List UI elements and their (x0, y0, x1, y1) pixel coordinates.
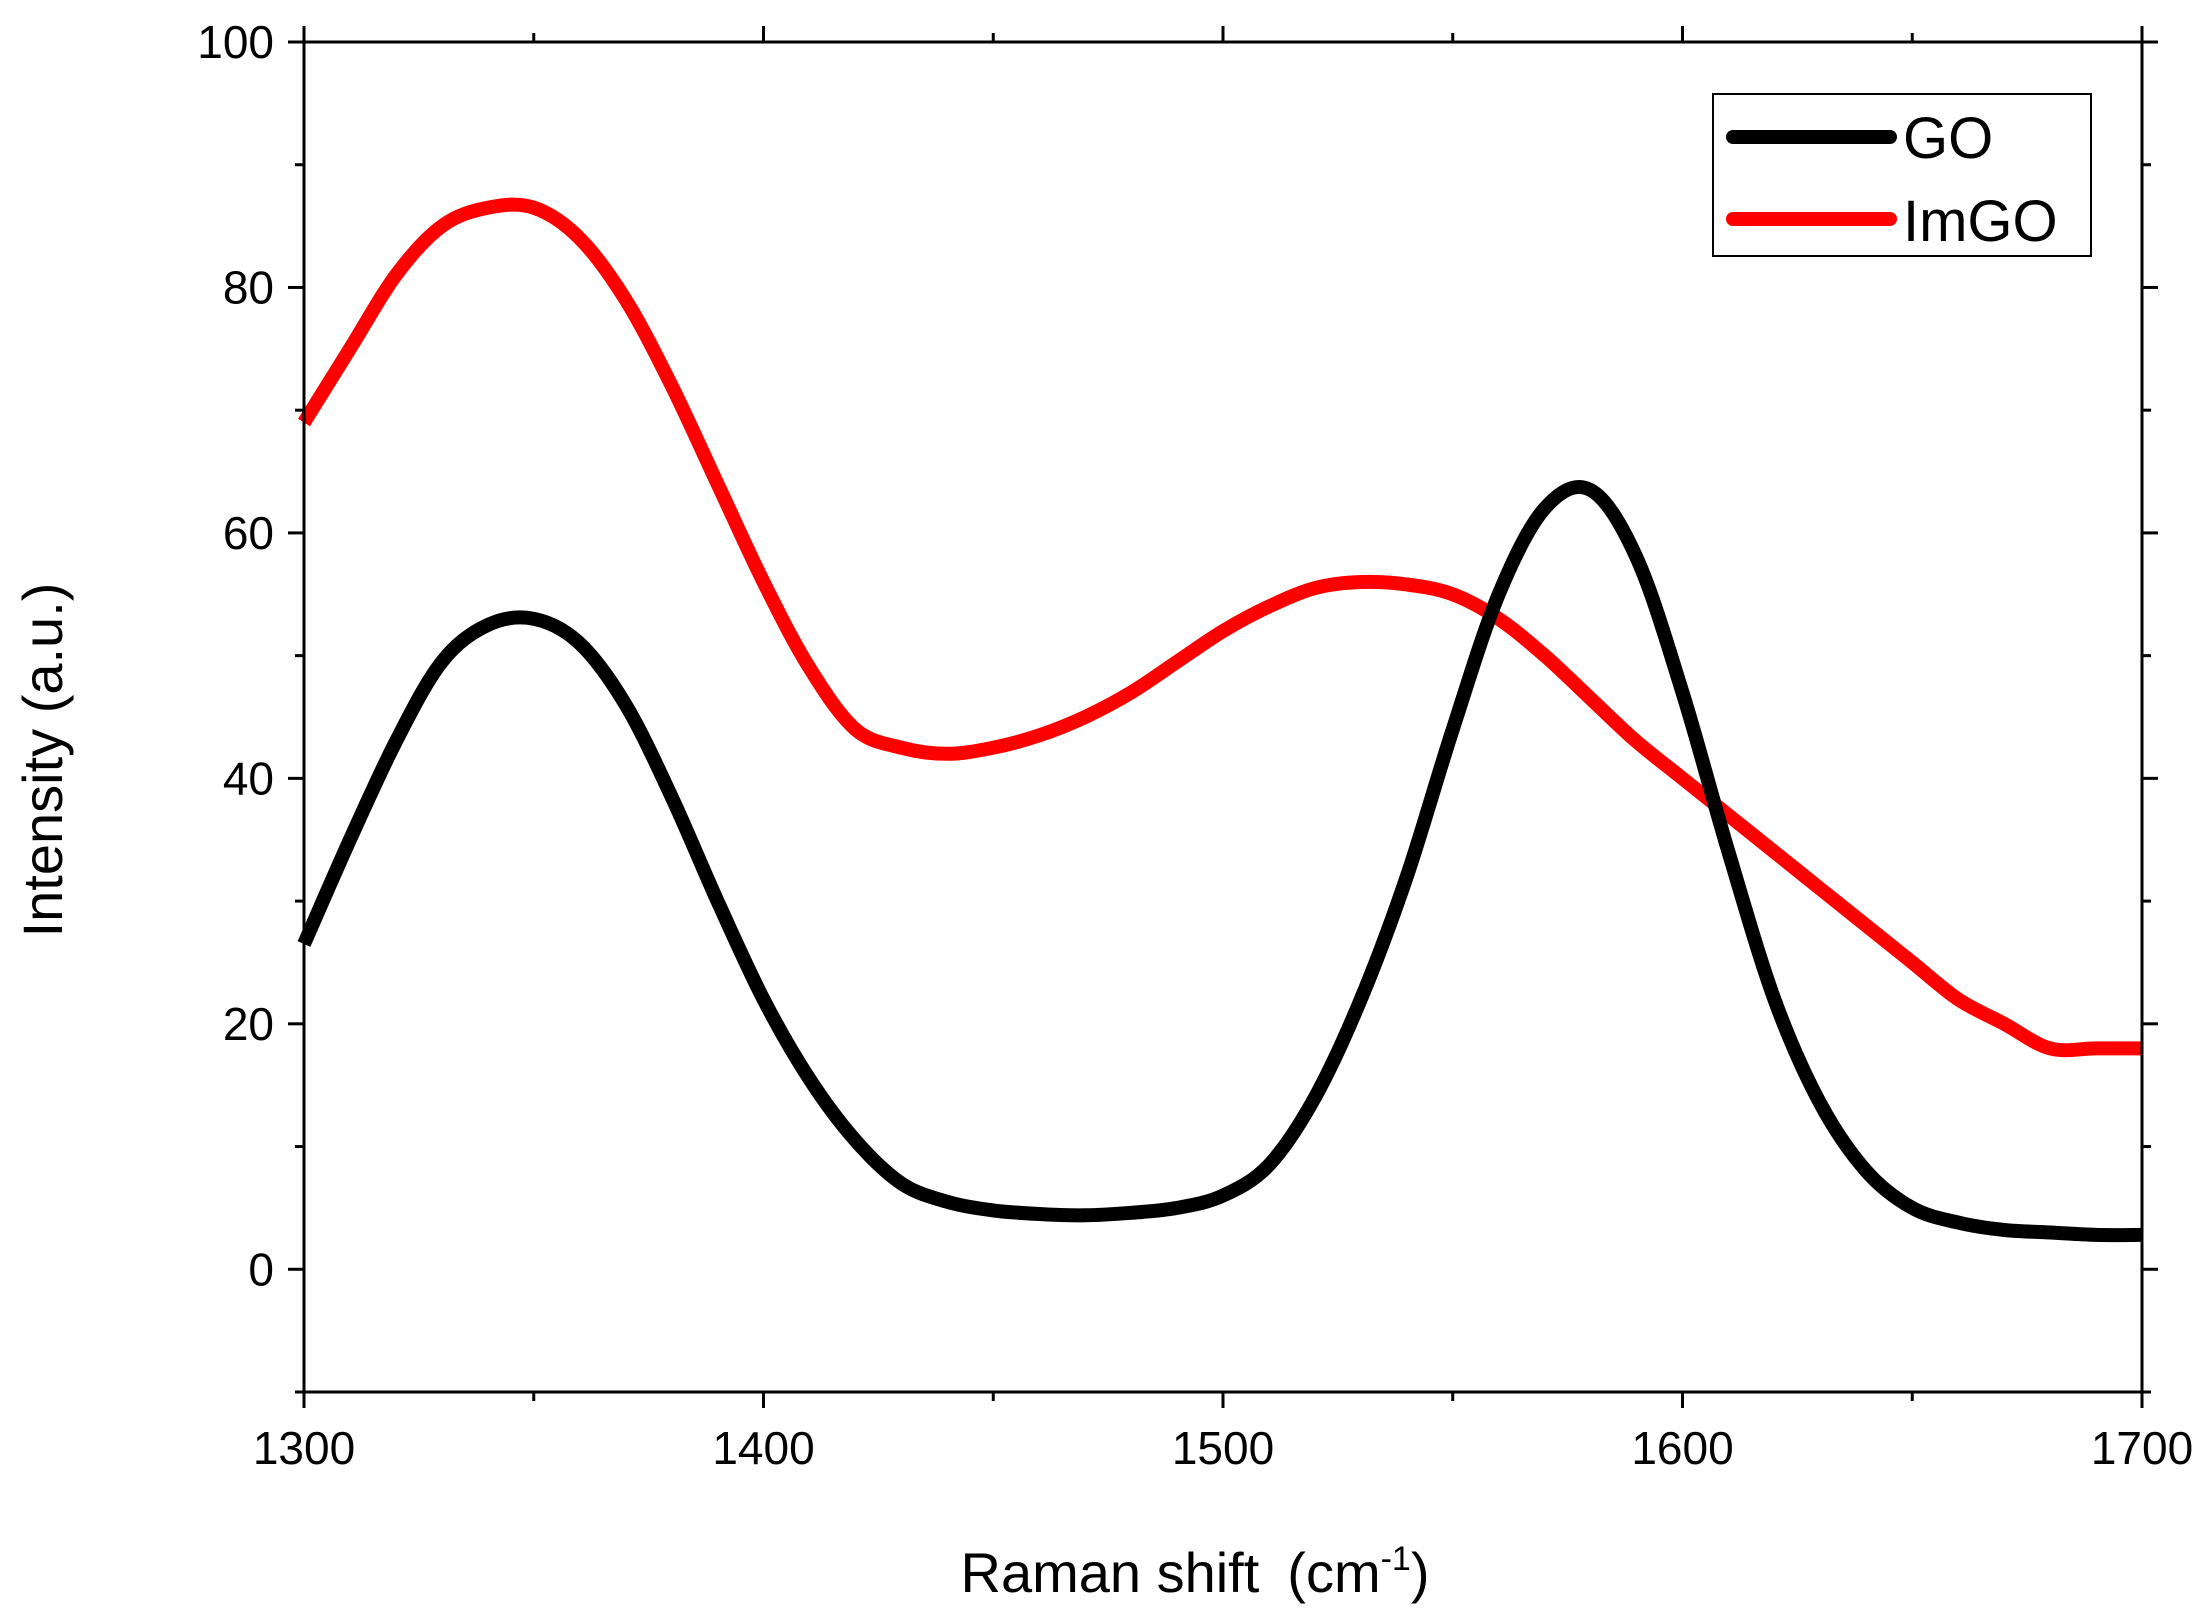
y-tick-label: 60 (223, 507, 274, 559)
legend-label-imgo: ImGO (1903, 189, 2058, 254)
y-tick-label: 0 (248, 1243, 274, 1295)
ticks-layer: 1300 1400 1500 1600 1700 0 20 40 60 80 100 (197, 16, 2193, 1474)
y-axis-title: Intensity (a.u.) (11, 583, 74, 938)
x-tick-label: 1700 (2091, 1422, 2193, 1474)
y-tick-label: 40 (223, 752, 274, 804)
legend: GO ImGO (1712, 93, 2092, 257)
legend-label-go: GO (1903, 106, 1993, 171)
series-line-imgo (298, 197, 2142, 1058)
x-axis-title: Raman shift (cm-1) (961, 1540, 1430, 1604)
legend-box (1712, 93, 2092, 257)
y-tick-label: 100 (197, 16, 274, 68)
series-line-go (297, 480, 2143, 1243)
x-tick-label: 1300 (253, 1422, 355, 1474)
y-tick-label: 80 (223, 261, 274, 313)
x-tick-label: 1400 (712, 1422, 814, 1474)
x-tick-label: 1500 (1172, 1422, 1274, 1474)
x-tick-label: 1600 (1631, 1422, 1733, 1474)
y-tick-label: 20 (223, 998, 274, 1050)
curves-layer (297, 197, 2143, 1243)
